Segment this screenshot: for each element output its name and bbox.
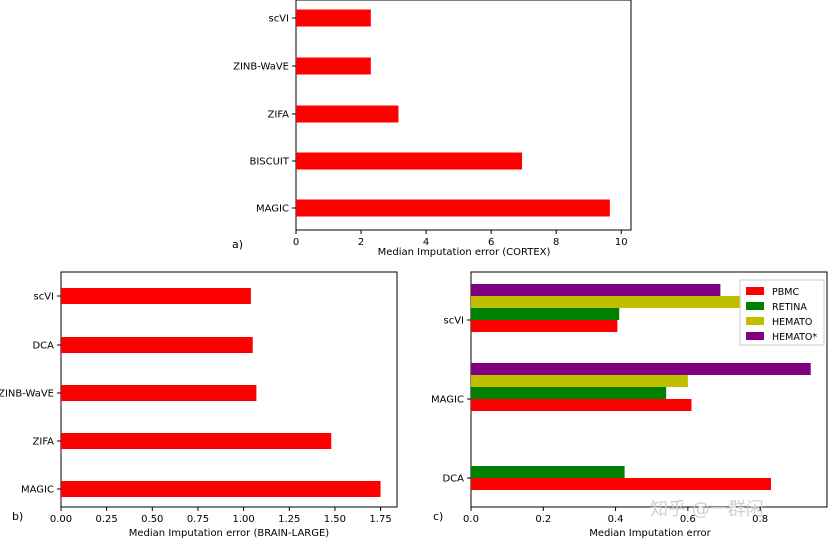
bar-scvi <box>61 288 251 304</box>
panel-c-label: c) <box>433 510 443 523</box>
category-label-magic: MAGIC <box>21 485 54 496</box>
legend-label-pbmc: PBMC <box>772 287 799 298</box>
xtick-label: 0.6 <box>680 514 696 525</box>
legend-label-hemato: HEMATO* <box>772 332 817 343</box>
xtick-label: 0.25 <box>96 514 118 525</box>
bar-scvi <box>296 9 371 27</box>
legend-label-retina: RETINA <box>772 302 807 313</box>
bar-magic-retina <box>471 387 667 399</box>
category-label-dca: DCA <box>442 474 464 485</box>
category-label-zinb-wave: ZINB-WaVE <box>233 62 289 73</box>
category-label-magic: MAGIC <box>256 204 289 215</box>
category-label-scvi: scVI <box>444 316 465 327</box>
xtick-label: 1.25 <box>278 514 300 525</box>
bar-biscuit <box>296 152 523 170</box>
category-label-zinb-wave: ZINB-WaVE <box>0 389 54 400</box>
bar-zifa <box>61 433 332 449</box>
legend-label-hemato: HEMATO <box>772 317 812 328</box>
bar-zinb-wave <box>296 57 371 75</box>
legend-swatch-retina <box>746 302 764 310</box>
legend-swatch-hemato <box>746 332 764 340</box>
bar-scvi-hemato <box>471 284 721 296</box>
category-label-magic: MAGIC <box>431 395 464 406</box>
bar-zinb-wave <box>61 385 257 401</box>
bar-scvi-hemato <box>471 296 743 308</box>
panel-c-legend: PBMC RETINA HEMATO HEMATO* <box>739 279 825 346</box>
xtick-label: 0.75 <box>187 514 209 525</box>
bar-magic-hemato <box>471 375 688 387</box>
xtick-label: 8 <box>553 237 559 248</box>
xtick-label: 4 <box>423 237 429 248</box>
category-label-biscuit: BISCUIT <box>249 157 289 168</box>
panel-c-xlabel: Median Imputation error <box>589 528 711 539</box>
xtick-label: 0 <box>293 237 299 248</box>
bar-magic <box>296 199 610 217</box>
category-label-scvi: scVI <box>34 292 55 303</box>
panel-b-label: b) <box>12 510 23 523</box>
xtick-label: 2 <box>358 237 364 248</box>
category-label-zifa: ZIFA <box>33 437 55 448</box>
xtick-label: 1.50 <box>324 514 346 525</box>
category-label-zifa: ZIFA <box>268 110 290 121</box>
bar-magic-pbmc <box>471 399 692 411</box>
bar-scvi-pbmc <box>471 320 618 332</box>
xtick-label: 1.00 <box>232 514 254 525</box>
legend-swatch-pbmc <box>746 287 764 295</box>
xtick-label: 1.75 <box>369 514 391 525</box>
xtick-label: 0.00 <box>50 514 72 525</box>
category-label-scvi: scVI <box>269 14 290 25</box>
panel-a-cortex: scVI ZINB-WaVE ZIFA BISCUIT MAGIC 0 2 4 6 8 10 Me… <box>232 0 632 258</box>
xtick-label: 0.50 <box>141 514 163 525</box>
bar-scvi-retina <box>471 308 620 320</box>
xtick-label: 6 <box>488 237 494 248</box>
bar-zifa <box>296 105 399 123</box>
panel-b-xlabel: Median Imputation error (BRAIN-LARGE) <box>129 528 330 539</box>
xtick-label: 10 <box>615 237 628 248</box>
legend-swatch-hemato <box>746 317 764 325</box>
bar-magic-hemato <box>471 363 811 375</box>
panel-b-brain-large: scVI DCA ZINB-WaVE ZIFA MAGIC 0.00 0.25 0.50 0.… <box>0 271 398 539</box>
panel-a-label: a) <box>232 238 243 251</box>
bar-magic <box>61 481 381 497</box>
panel-a-xlabel: Median Imputation error (CORTEX) <box>378 247 551 258</box>
bar-dca-retina <box>471 466 625 478</box>
xtick-label: 0.0 <box>463 514 479 525</box>
watermark: 知乎 @一群闲 <box>650 499 764 520</box>
xtick-label: 0.2 <box>535 514 551 525</box>
panel-c-datasets: scVI MAGIC DCA 0.0 0.2 0.4 0.6 0.8 Median Impu… <box>431 271 828 539</box>
xtick-label: 0.4 <box>608 514 624 525</box>
category-label-dca: DCA <box>32 341 54 352</box>
bar-dca <box>61 337 253 353</box>
bar-dca-pbmc <box>471 478 771 490</box>
xtick-label: 0.8 <box>752 514 768 525</box>
